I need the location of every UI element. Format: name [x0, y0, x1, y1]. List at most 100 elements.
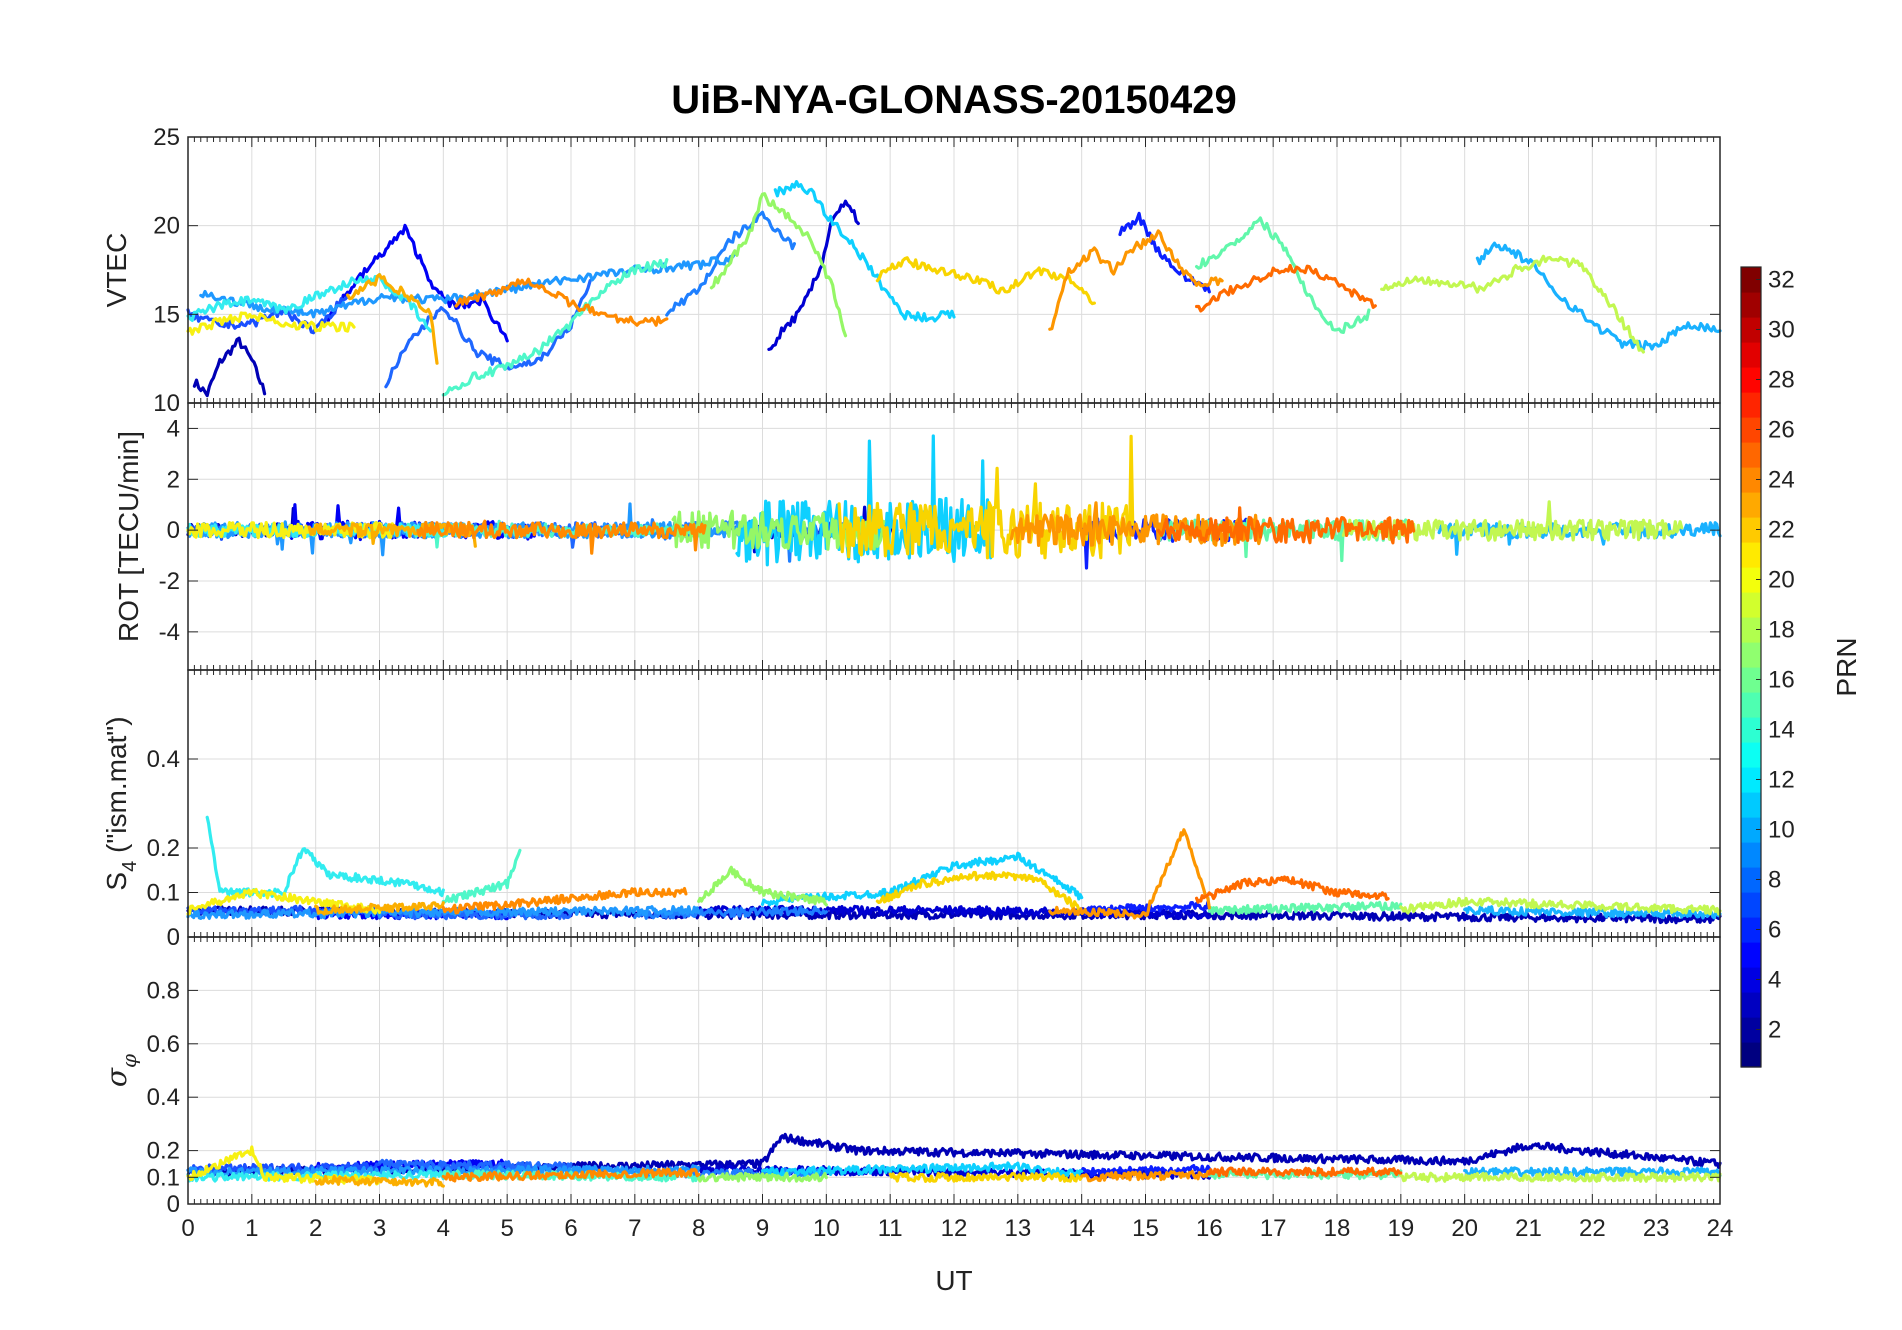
vtec-trace	[384, 279, 592, 389]
s4-trace	[441, 848, 522, 904]
vtec-trace	[1048, 229, 1224, 331]
y-tick-label-vtec: 15	[153, 301, 180, 328]
colorbar-tick-label: 4	[1768, 967, 1781, 994]
s4-trace	[186, 887, 382, 916]
series-prn-24	[416, 277, 707, 1183]
y-label-main: σ	[100, 1067, 133, 1087]
y-tick-label-sigma: 0.4	[147, 1084, 180, 1111]
y-tick-label-sigma: 0.1	[147, 1164, 180, 1191]
colorbar-tick-label: 32	[1768, 267, 1795, 294]
x-tick-label: 14	[1068, 1215, 1095, 1242]
sigma-trace	[1207, 1166, 1403, 1178]
y-axis-label-vtec: VTEC	[101, 233, 132, 308]
y-label-sub: 4	[119, 861, 141, 872]
colorbar-tick-label: 24	[1768, 467, 1795, 494]
y-tick-label-rot: 4	[167, 415, 180, 442]
x-tick-label: 2	[309, 1215, 322, 1242]
sigma-trace	[1080, 1169, 1211, 1183]
s4-trace	[1207, 900, 1403, 916]
y-axis-label-s4: S4 ("ism.mat")	[101, 716, 141, 890]
s4-trace	[1195, 875, 1390, 904]
colorbar-band	[1741, 567, 1761, 593]
x-tick-label: 16	[1196, 1215, 1223, 1242]
x-tick-label: 5	[500, 1215, 513, 1242]
vtec-trace	[326, 223, 509, 343]
colorbar-label: PRN	[1831, 637, 1862, 696]
colorbar-band	[1741, 842, 1761, 868]
colorbar-band	[1741, 642, 1761, 668]
x-tick-label: 11	[878, 1215, 903, 1242]
x-tick-label: 0	[181, 1215, 194, 1242]
sigma-trace	[697, 1171, 828, 1183]
vtec-trace	[1195, 263, 1377, 313]
y-tick-label-sigma: 0.2	[147, 1138, 180, 1165]
x-tick-label: 3	[373, 1215, 386, 1242]
rot-trace	[837, 434, 1135, 560]
x-tick-label: 15	[1132, 1215, 1159, 1242]
colorbar-band	[1741, 317, 1761, 343]
traces-layer	[186, 180, 1722, 1188]
colorbar-tick-label: 12	[1768, 767, 1795, 794]
colorbar-tick-label: 6	[1768, 917, 1781, 944]
y-tick-label-sigma: 0.8	[147, 977, 180, 1004]
colorbar-tick-label: 22	[1768, 517, 1795, 544]
series-prn-22	[307, 273, 477, 1188]
vtec-trace	[441, 258, 669, 397]
y-tick-label-rot: -2	[159, 568, 180, 595]
vtec-trace	[1380, 254, 1645, 354]
y-tick-label-vtec: 20	[153, 213, 180, 240]
colorbar-tick-label: 10	[1768, 817, 1795, 844]
vtec-trace	[192, 336, 267, 398]
s4-trace	[1048, 828, 1211, 920]
colorbar-band	[1741, 992, 1761, 1018]
colorbar-tick-label: 30	[1768, 317, 1795, 344]
series-prn-18	[1341, 254, 1722, 1183]
x-tick-label: 9	[756, 1215, 769, 1242]
colorbar-tick-label: 14	[1768, 717, 1795, 744]
x-tick-label: 21	[1515, 1215, 1542, 1242]
colorbar-band	[1741, 592, 1761, 618]
y-tick-label-sigma: 0	[167, 1191, 180, 1218]
sigma-trace	[441, 1167, 701, 1183]
colorbar-band	[1741, 967, 1761, 993]
colorbar-band	[1741, 442, 1761, 468]
colorbar-band	[1741, 1017, 1761, 1043]
vtec-trace	[875, 256, 1096, 306]
colorbar-band	[1741, 692, 1761, 718]
vtec-trace	[186, 273, 433, 333]
colorbar-band	[1741, 942, 1761, 968]
x-tick-label: 19	[1387, 1215, 1414, 1242]
colorbar-band	[1741, 892, 1761, 918]
rot-trace	[1156, 506, 1416, 545]
colorbar-band	[1741, 667, 1761, 693]
y-label-sub: φ	[117, 1054, 141, 1068]
x-tick-label: 7	[628, 1215, 641, 1242]
colorbar-band	[1741, 392, 1761, 418]
sigma-trace	[377, 1158, 573, 1172]
x-tick-label: 24	[1707, 1215, 1734, 1242]
vtec-trace	[1475, 241, 1722, 351]
vtec-trace	[767, 199, 860, 351]
sigma-trace	[1080, 1164, 1211, 1177]
colorbar-tick-label: 18	[1768, 617, 1795, 644]
s4-trace	[875, 870, 1084, 915]
sigma-trace	[314, 1174, 445, 1188]
colorbar-band	[1741, 792, 1761, 818]
colorbar-tick-label: 28	[1768, 367, 1795, 394]
vtec-trace	[1195, 216, 1371, 334]
vtec-trace	[454, 277, 669, 327]
y-tick-label-s4: 0	[167, 924, 180, 951]
vtec-trace	[773, 180, 956, 323]
y-axis-label-rot: ROT [TECU/min]	[113, 431, 144, 642]
x-tick-label: 8	[692, 1215, 705, 1242]
x-tick-label: 20	[1451, 1215, 1478, 1242]
rot-trace	[1341, 500, 1684, 542]
x-tick-label: 4	[437, 1215, 450, 1242]
colorbar-band	[1741, 467, 1761, 493]
y-label-main: S	[101, 872, 132, 891]
colorbar-band	[1741, 617, 1761, 643]
s4-trace	[441, 887, 688, 915]
